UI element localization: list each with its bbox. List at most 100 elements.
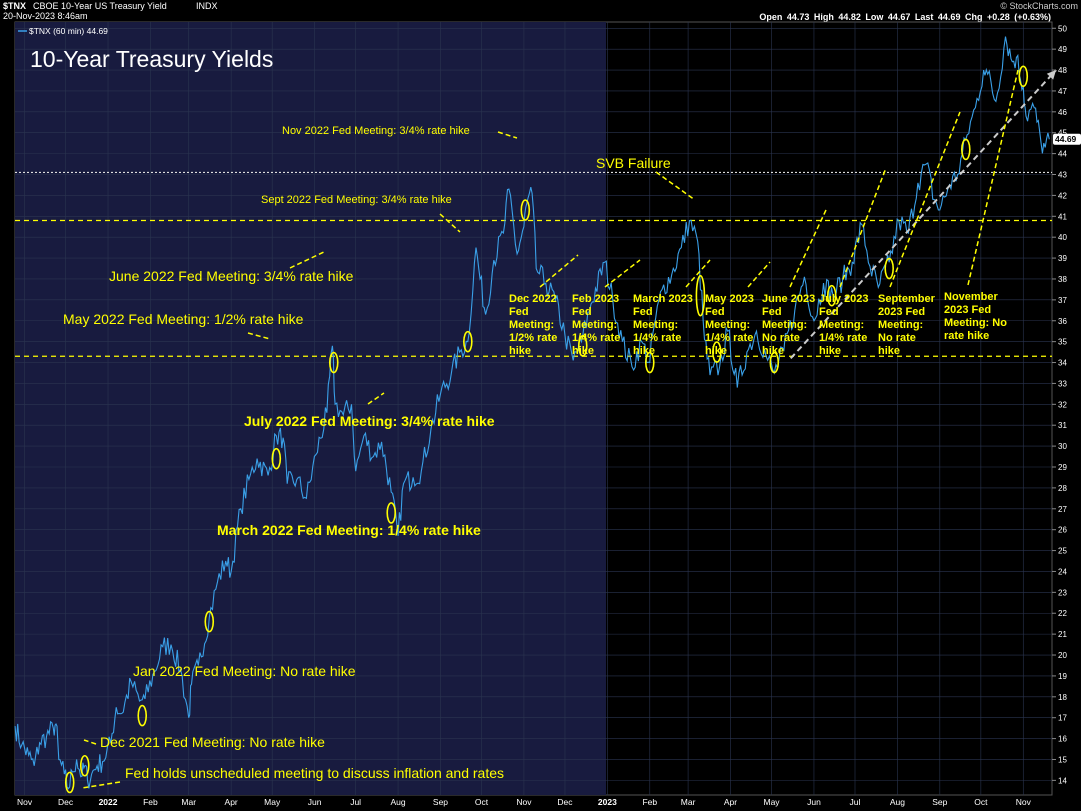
annotation-line: No rate: [878, 332, 916, 344]
annotation-label: May 2022 Fed Meeting: 1/2% rate hike: [63, 311, 304, 327]
annotation-leader: [439, 213, 461, 233]
last-value-badge: [1053, 133, 1081, 145]
instrument-name: CBOE 10-Year US Treasury Yield: [33, 1, 167, 11]
meeting-marker: [79, 754, 90, 777]
x-tick-label: 2022: [99, 797, 118, 807]
meeting-marker: [644, 351, 655, 374]
annotation-leader: [247, 332, 271, 340]
annotation-leader: [967, 69, 1019, 286]
y-axis: 14 15 16 17 18 19 20 21 22 23 24 25 26 27 28 29 30 31 32 33…: [1052, 24, 1067, 785]
annotation-line: Meeting:: [878, 319, 923, 331]
annotation-line: Fed: [509, 306, 529, 318]
annotation-label: June 2022 Fed Meeting: 3/4% rate hike: [109, 268, 354, 284]
annotation-line: Meeting:: [572, 319, 617, 331]
last-value-text: 44.69: [1055, 134, 1077, 144]
y-tick-label: 14: [1058, 776, 1067, 785]
x-tick-label: Mar: [181, 797, 196, 807]
quote-line: Open 44.73 High 44.82 Low 44.67 Last 44.…: [759, 12, 1051, 22]
y-tick-label: 39: [1058, 254, 1067, 263]
x-tick-label: Nov: [516, 797, 532, 807]
annotation-line: Fed: [705, 306, 725, 318]
annotation-line: September: [878, 293, 936, 305]
annotation-leader: [604, 259, 641, 288]
meeting-marker: [577, 335, 588, 357]
annotation-line: 1/4% rate: [572, 332, 620, 344]
annotation-label: September 2023 Fed Meeting: No rate hike: [878, 293, 936, 357]
x-tick-label: Aug: [390, 797, 405, 807]
annotation-line: March 2023: [633, 293, 693, 305]
x-tick-label: Oct: [974, 797, 988, 807]
x-tick-label: May: [764, 797, 781, 807]
meeting-marker: [769, 351, 780, 374]
annotation-line: 2023 Fed: [944, 304, 991, 316]
annotation-leader: [539, 254, 579, 288]
y-tick-label: 45: [1058, 129, 1067, 138]
x-tick-label: Nov: [1016, 797, 1032, 807]
meeting-marker: [884, 257, 894, 280]
y-tick-label: 18: [1058, 693, 1067, 702]
annotation-line: hike: [572, 345, 594, 357]
y-tick-label: 41: [1058, 212, 1067, 221]
annotation-line: hike: [633, 345, 655, 357]
annotation-line: Feb 2023: [572, 293, 619, 305]
x-tick-label: Jun: [807, 797, 821, 807]
annotation-line: Fed: [819, 306, 839, 318]
x-tick-label: Dec: [557, 797, 573, 807]
annotation-leader: [83, 739, 97, 745]
annotation-line: Fed: [572, 306, 592, 318]
meeting-marker: [712, 341, 722, 363]
x-axis: Nov Dec 2022 Feb Mar Apr May Jun Jul Aug Sep Oct Nov…: [17, 797, 1032, 807]
annotation-label: SVB Failure: [596, 155, 671, 171]
meeting-marker: [695, 274, 706, 317]
legend-label: $TNX (60 min) 44.69: [29, 26, 108, 36]
y-tick-label: 48: [1058, 66, 1067, 75]
y-tick-label: 20: [1058, 651, 1067, 660]
x-tick-label: Oct: [475, 797, 489, 807]
y-tick-label: 40: [1058, 233, 1067, 242]
annotation-leader: [289, 250, 327, 269]
chart-header: $TNX CBOE 10-Year US Treasury Yield INDX…: [0, 0, 1081, 22]
y-tick-label: 34: [1058, 359, 1067, 368]
y-tick-label: 22: [1058, 609, 1067, 618]
reference-lines: [15, 171, 1052, 357]
annotation-line: Fed: [762, 306, 782, 318]
annotation-line: 1/4% rate: [819, 332, 867, 344]
annotation-label: Nov 2022 Fed Meeting: 3/4% rate hike: [282, 125, 470, 137]
y-tick-label: 15: [1058, 755, 1067, 764]
y-tick-label: 17: [1058, 714, 1067, 723]
meeting-marker: [1018, 65, 1029, 88]
annotation-label: Feb 2023 Fed Meeting: 1/4% rate hike: [572, 293, 620, 357]
yield-line: [14, 36, 1050, 790]
highlight-band: [15, 22, 607, 795]
annotation-leader: [789, 209, 827, 288]
annotation-line: Meeting:: [819, 319, 864, 331]
meeting-marker: [64, 771, 75, 794]
legend: $TNX (60 min) 44.69: [18, 26, 108, 36]
annotation-label: Sept 2022 Fed Meeting: 3/4% rate hike: [261, 194, 452, 206]
annotation-line: rate hike: [944, 330, 989, 342]
trend-line-path: [789, 69, 1057, 360]
x-tick-label: Nov: [17, 797, 33, 807]
annotation-line: 1/2% rate: [509, 332, 557, 344]
y-tick-label: 27: [1058, 505, 1067, 514]
annotation-line: Dec 2022: [509, 293, 557, 305]
x-tick-label: Aug: [890, 797, 905, 807]
annotation-line: 2023 Fed: [878, 306, 925, 318]
annotation-label: July 2022 Fed Meeting: 3/4% rate hike: [244, 413, 495, 429]
annotation-leader: [839, 167, 887, 288]
annotation-label: March 2022 Fed Meeting: 1/4% rate hike: [217, 522, 481, 538]
grid: [15, 22, 1052, 795]
y-tick-label: 37: [1058, 296, 1067, 305]
annotation-label: June 2023 Fed Meeting: No rate hike: [762, 293, 815, 357]
annotation-line: November: [944, 291, 999, 303]
annotation-line: Meeting:: [633, 319, 678, 331]
annotation-leader: [367, 392, 385, 405]
annotation-line: hike: [705, 345, 727, 357]
x-tick-label: Sep: [932, 797, 947, 807]
y-tick-label: 24: [1058, 567, 1067, 576]
y-tick-label: 19: [1058, 672, 1067, 681]
annotation-line: Meeting: No: [944, 317, 1007, 329]
y-tick-label: 46: [1058, 108, 1067, 117]
annotation-label: Dec 2022 Fed Meeting: 1/2% rate hike: [509, 293, 557, 357]
